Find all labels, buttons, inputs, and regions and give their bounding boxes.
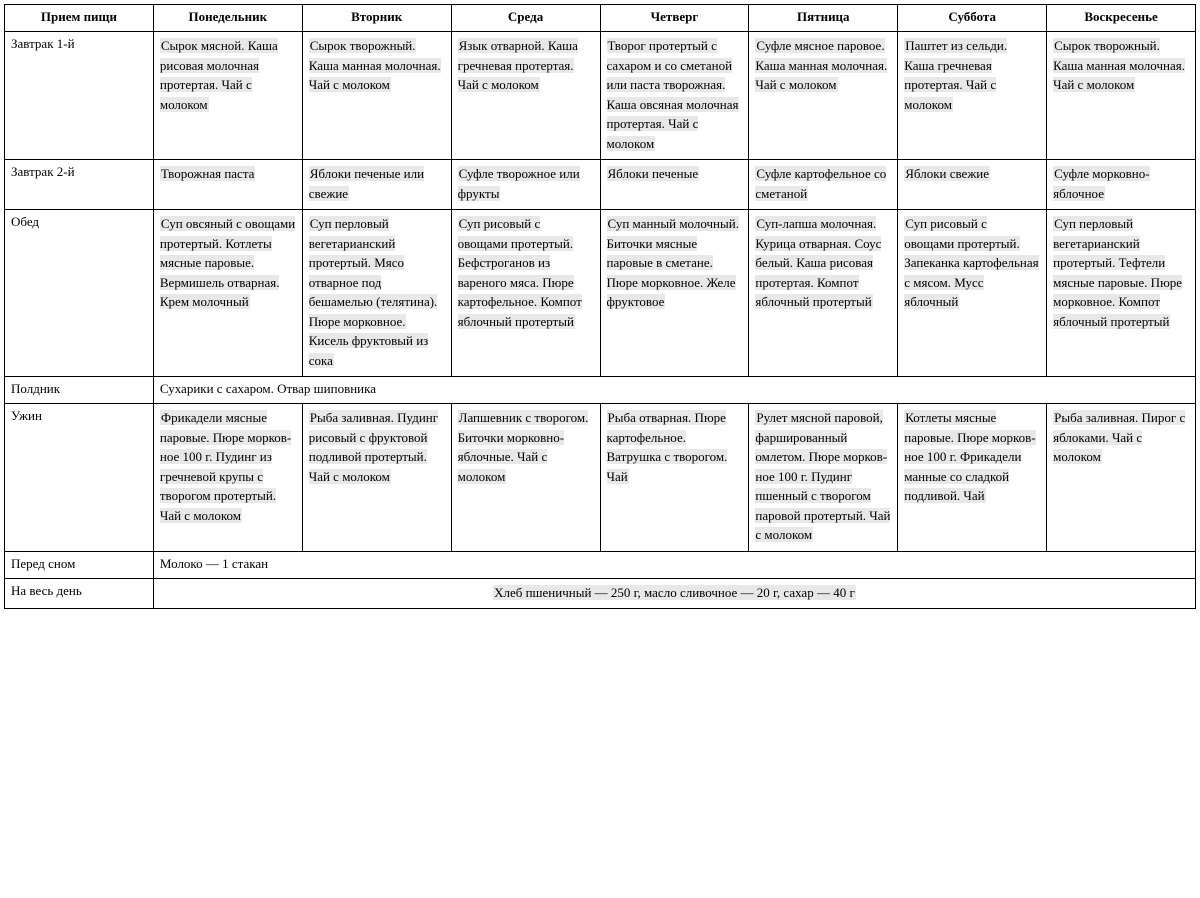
meal-cell: Паштет из сельди. Каша гречневая протерт… — [898, 32, 1047, 160]
row-label: Перед сном — [5, 551, 154, 578]
meal-cell: Суфле мясное паровое. Каша манная молочн… — [749, 32, 898, 160]
meal-cell: Сырок творож­ный. Каша манная молочная. … — [302, 32, 451, 160]
meal-cell: Суп рисовый с овощами протертый. Бефстро… — [451, 210, 600, 377]
meal-cell: Суп перловый вегетарианский протертый. М… — [302, 210, 451, 377]
meal-cell: Сырок творож­ный. Каша манная молочная. … — [1047, 32, 1196, 160]
meal-cell: Суфле карто­фельное со сметаной — [749, 160, 898, 210]
table-header: Прием пищиПонедельникВторникСредаЧетверг… — [5, 5, 1196, 32]
table-row: На весь деньХлеб пшеничный — 250 г, масл… — [5, 578, 1196, 609]
meal-cell: Сырок мясной. Каша рисовая молочная прот… — [153, 32, 302, 160]
meal-cell: Фрикадели мясные паровые. Пюре морков­но… — [153, 404, 302, 552]
meal-cell: Котлеты мясные паровые. Пюре морков­ное … — [898, 404, 1047, 552]
meal-cell: Творожная паста — [153, 160, 302, 210]
meal-cell: Яблоки свежие — [898, 160, 1047, 210]
meal-cell: Суфле творож­ное или фрукты — [451, 160, 600, 210]
meal-cell: Суп рисовый с овощами протертый. Запекан… — [898, 210, 1047, 377]
meal-cell: Творог протер­тый с сахаром и со сметано… — [600, 32, 749, 160]
table-row: Завтрак 2-йТворожная пастаЯблоки печеные… — [5, 160, 1196, 210]
meal-cell: Суфле морков­но-яблочное — [1047, 160, 1196, 210]
col-day: Пятница — [749, 5, 898, 32]
table-row: УжинФрикадели мясные паровые. Пюре морко… — [5, 404, 1196, 552]
col-day: Воскресенье — [1047, 5, 1196, 32]
meal-cell: Рулет мясной паровой, фарширован­ный омл… — [749, 404, 898, 552]
meal-cell: Язык отварной. Каша гречневая протертая.… — [451, 32, 600, 160]
col-day: Четверг — [600, 5, 749, 32]
meal-cell: Суп манный молочный. Биточки мясные паро… — [600, 210, 749, 377]
col-meal: Прием пищи — [5, 5, 154, 32]
row-label: Завтрак 1-й — [5, 32, 154, 160]
meal-cell: Яблоки печеные или свежие — [302, 160, 451, 210]
meal-cell: Суп перловый вегетарианский протертый. Т… — [1047, 210, 1196, 377]
row-label: Полдник — [5, 377, 154, 404]
table-row: Завтрак 1-йСырок мясной. Каша рисовая мо… — [5, 32, 1196, 160]
meal-plan-table: Прием пищиПонедельникВторникСредаЧетверг… — [4, 4, 1196, 609]
meal-cell: Рыба заливная. Пирог с ябло­ками. Чай с … — [1047, 404, 1196, 552]
meal-cell: Суп овсяный с овощами протертый. Котлеты… — [153, 210, 302, 377]
meal-cell: Рыба заливная. Пудинг рисовый с фруктово… — [302, 404, 451, 552]
meal-cell: Рыба отварная. Пюре карто­фельное. Ватру… — [600, 404, 749, 552]
table-row: ПолдникСухарики с сахаром. Отвар шиповни… — [5, 377, 1196, 404]
meal-cell: Суп-лапша молочная. Курица отварная. Соу… — [749, 210, 898, 377]
meal-cell: Яблоки печеные — [600, 160, 749, 210]
col-day: Понедельник — [153, 5, 302, 32]
merged-cell: Молоко — 1 стакан — [153, 551, 1195, 578]
row-label: На весь день — [5, 578, 154, 609]
col-day: Вторник — [302, 5, 451, 32]
table-row: Перед сномМолоко — 1 стакан — [5, 551, 1196, 578]
merged-cell: Хлеб пшеничный — 250 г, масло сливочное … — [153, 578, 1195, 609]
row-label: Обед — [5, 210, 154, 377]
col-day: Среда — [451, 5, 600, 32]
meal-cell: Лапшевник с творогом. Биточки морковно-я… — [451, 404, 600, 552]
table-row: ОбедСуп овсяный с овощами протертый. Кот… — [5, 210, 1196, 377]
table-body: Завтрак 1-йСырок мясной. Каша рисовая мо… — [5, 32, 1196, 609]
row-label: Завтрак 2-й — [5, 160, 154, 210]
merged-cell: Сухарики с сахаром. Отвар шиповника — [153, 377, 1195, 404]
row-label: Ужин — [5, 404, 154, 552]
col-day: Суббота — [898, 5, 1047, 32]
